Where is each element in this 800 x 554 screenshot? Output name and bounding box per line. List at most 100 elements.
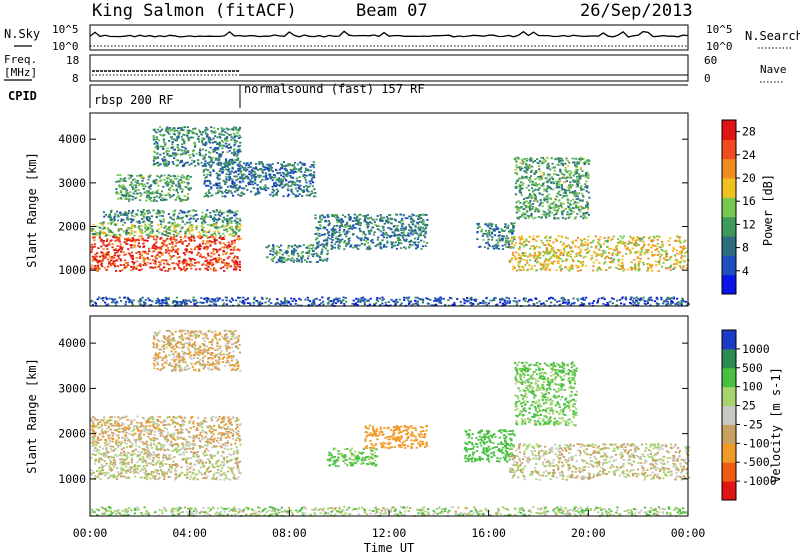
power-cell bbox=[251, 183, 254, 186]
power-cell bbox=[564, 162, 567, 165]
power-cell bbox=[414, 244, 417, 246]
power-cell bbox=[362, 239, 365, 241]
power-cell bbox=[365, 221, 368, 224]
power-cell bbox=[367, 217, 370, 220]
power-cell bbox=[308, 247, 311, 250]
power-cell bbox=[146, 182, 149, 185]
power-cell bbox=[289, 180, 292, 183]
power-cell bbox=[578, 182, 581, 184]
beam-title: Beam 07 bbox=[356, 1, 428, 21]
power-cell bbox=[175, 262, 178, 265]
power-cell bbox=[124, 213, 128, 216]
power-cell bbox=[292, 172, 295, 175]
power-cell bbox=[199, 237, 202, 240]
power-cell bbox=[531, 208, 534, 210]
power-cell bbox=[101, 254, 104, 257]
power-cell bbox=[549, 251, 552, 253]
power-cell bbox=[153, 158, 156, 161]
power-cell bbox=[324, 247, 327, 250]
power-cell bbox=[169, 179, 172, 181]
power-cell bbox=[576, 195, 579, 198]
power-cell bbox=[163, 262, 166, 265]
power-cell bbox=[562, 248, 566, 251]
power-cell bbox=[563, 181, 566, 184]
power-cell bbox=[172, 214, 175, 217]
power-cell bbox=[514, 193, 518, 196]
power-cell bbox=[515, 251, 518, 254]
power-cell bbox=[369, 221, 372, 223]
power-cell bbox=[186, 129, 189, 132]
power-cell bbox=[326, 257, 329, 260]
power-cell bbox=[176, 249, 179, 251]
power-cell bbox=[587, 176, 590, 179]
power-cell bbox=[255, 163, 258, 165]
power-cell bbox=[330, 241, 333, 244]
power-cell bbox=[165, 244, 168, 247]
power-cell bbox=[98, 233, 101, 236]
power-cell bbox=[184, 231, 187, 234]
power-cell bbox=[386, 217, 389, 220]
power-cell bbox=[546, 265, 549, 268]
power-cell bbox=[611, 252, 614, 255]
power-cell bbox=[281, 261, 284, 264]
power-cell bbox=[160, 269, 163, 271]
power-cell bbox=[487, 232, 490, 235]
power-cell bbox=[373, 231, 376, 234]
power-cell bbox=[511, 251, 515, 254]
power-cell bbox=[124, 177, 127, 179]
power-cell bbox=[129, 244, 132, 246]
power-cell bbox=[310, 177, 313, 180]
power-cell bbox=[553, 209, 556, 211]
power-cell bbox=[579, 156, 582, 159]
power-cell bbox=[660, 265, 664, 268]
power-cell bbox=[283, 184, 287, 187]
power-cell bbox=[206, 240, 209, 242]
power-cell bbox=[233, 148, 236, 151]
power-cell bbox=[637, 257, 640, 260]
power-cell bbox=[192, 128, 195, 130]
power-cell bbox=[423, 234, 426, 237]
power-cell bbox=[230, 248, 233, 251]
power-cell bbox=[578, 265, 581, 268]
power-cell bbox=[322, 260, 325, 262]
power-cell bbox=[227, 170, 230, 173]
power-cell bbox=[531, 183, 534, 186]
power-cell bbox=[542, 263, 545, 266]
power-cell bbox=[230, 186, 233, 188]
power-region-7 bbox=[314, 213, 429, 251]
power-cell bbox=[315, 254, 318, 257]
power-cell bbox=[204, 215, 207, 218]
power-cell bbox=[291, 181, 294, 183]
power-cell bbox=[172, 213, 175, 216]
power-cell bbox=[580, 189, 583, 191]
power-cell bbox=[298, 193, 301, 196]
power-cell bbox=[148, 192, 151, 195]
power-cell bbox=[188, 154, 191, 156]
power-cell bbox=[239, 141, 242, 144]
power-cell bbox=[228, 179, 231, 182]
power-cell bbox=[631, 239, 635, 242]
power-cell bbox=[495, 304, 498, 306]
power-cell bbox=[278, 171, 282, 174]
power-cell bbox=[206, 173, 209, 176]
power-cell bbox=[172, 248, 175, 251]
power-cell bbox=[529, 199, 532, 202]
power-cell bbox=[525, 171, 528, 174]
power-cell bbox=[528, 253, 532, 255]
power-cell bbox=[207, 237, 210, 240]
power-cell bbox=[476, 238, 479, 240]
power-cell bbox=[312, 253, 315, 255]
power-cell bbox=[416, 246, 419, 248]
power-cell bbox=[192, 217, 195, 220]
power-cell bbox=[213, 131, 216, 133]
power-cell bbox=[230, 211, 233, 214]
power-cell bbox=[186, 197, 190, 200]
power-cell bbox=[417, 227, 420, 230]
power-cell bbox=[655, 264, 658, 266]
power-cell bbox=[125, 266, 128, 268]
power-cell bbox=[612, 235, 615, 238]
power-cell bbox=[135, 239, 138, 241]
power-cell bbox=[643, 236, 646, 238]
power-cell bbox=[583, 212, 586, 215]
power-cell bbox=[239, 171, 242, 174]
